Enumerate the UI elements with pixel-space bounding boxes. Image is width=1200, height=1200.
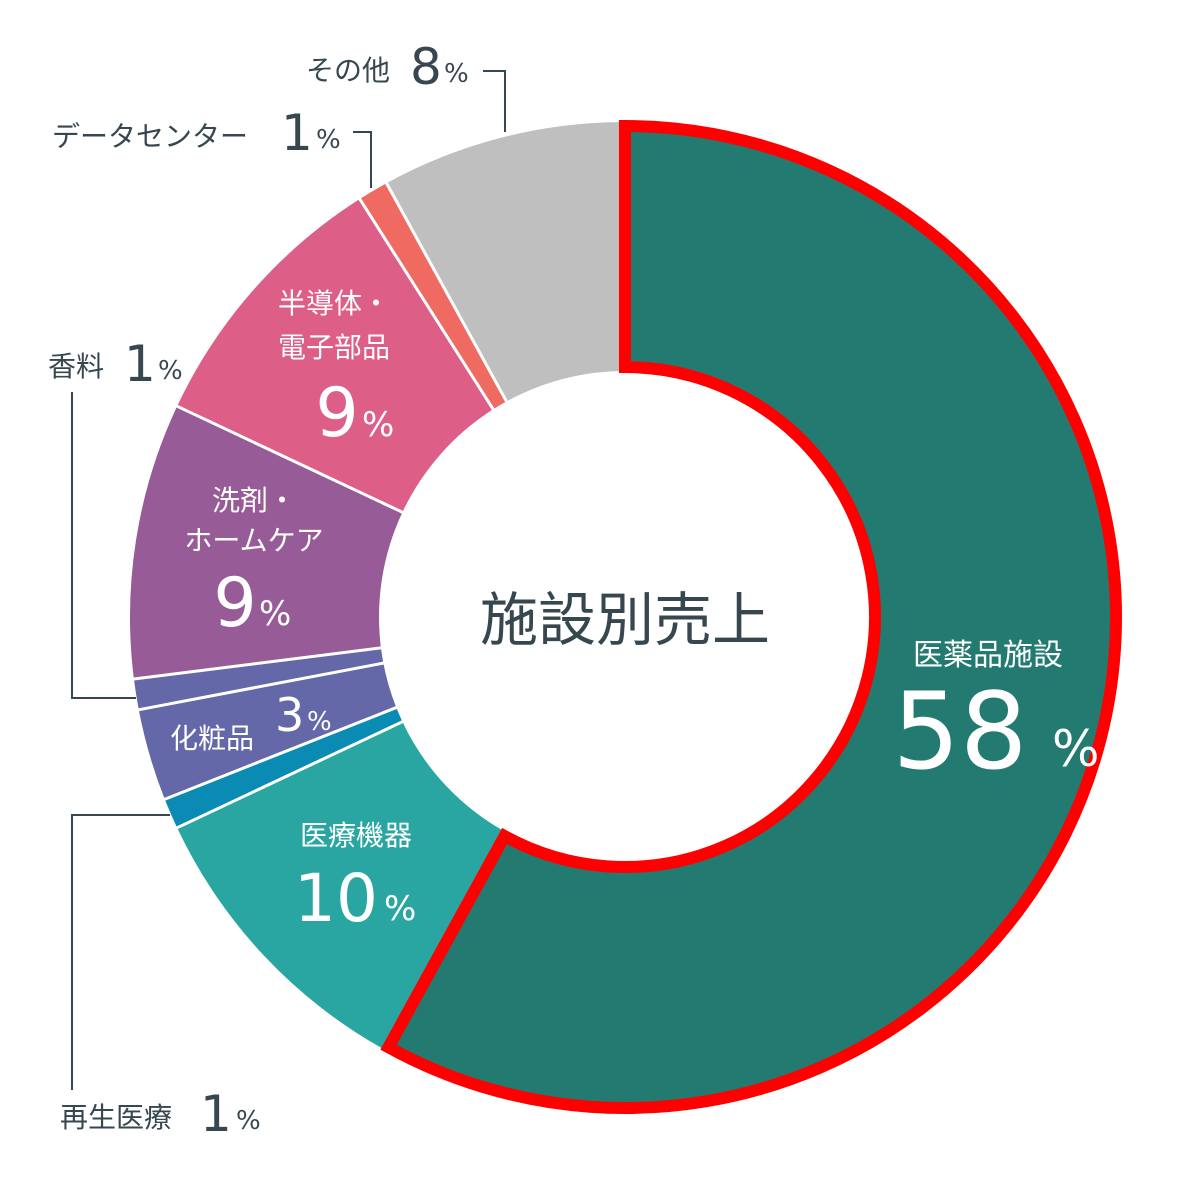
label-other-name: その他 [306,54,390,87]
semi-pct: % [362,405,394,445]
label-fragrance-name: 香料 [48,350,104,383]
highlight-outline [380,119,1122,1114]
slice-8 [386,122,625,402]
fragrance-pct: % [158,356,183,386]
label-regen-name: 再生医療 [60,1101,172,1134]
label-pharma-name: 医薬品施設 [913,638,1063,673]
leader-regen [71,814,170,1090]
center-title: 施設別売上 [480,586,770,654]
detergent-pct: % [259,594,291,634]
label-cosmetics-name: 化粧品 [170,722,254,755]
label-detergent-value: 9 [213,564,256,643]
label-medical-name: 医療機器 [300,819,412,852]
label-other-value: 8 [410,38,442,96]
other-pct: % [444,59,469,89]
medical-pct: % [384,889,416,929]
slice-1 [177,721,507,1051]
slice-4 [133,647,384,710]
slice-separator [163,705,398,801]
label-pharma-value: 58 [893,670,1028,793]
label-datacenter-name: データセンター [52,120,248,153]
label-semi-name1: 半導体・ [278,287,390,320]
label-detergent-name2: ホームケア [184,524,323,557]
slice-7 [359,183,507,410]
regen-pct: % [236,1106,261,1136]
label-semi-value: 9 [315,374,358,453]
slice-6 [177,199,494,513]
label-detergent-name1: 洗剤・ [212,484,296,517]
label-semi-name2: 電子部品 [278,331,390,364]
leader-fragrance [71,392,136,699]
leader-other [483,70,506,132]
slice-5 [129,406,403,680]
datacenter-pct: % [316,125,341,155]
slice-separator [175,719,404,830]
slice-separator [175,404,404,515]
label-fragrance-value: 1 [124,335,156,393]
pharma-pct: % [1052,720,1100,778]
label-regen-value: 1 [200,1085,232,1143]
slice-separator [137,661,385,712]
slice-3 [138,663,397,800]
slice-separator [132,646,383,681]
label-medical-value: 10 [294,860,378,937]
slice-separator [384,181,509,404]
label-cosmetics-value: 3 [275,688,304,742]
leader-datacenter [353,131,372,188]
slice-separator [357,197,495,411]
pharma-number: 58 [893,670,1028,793]
label-datacenter-value: 1 [281,104,313,162]
slice-2 [164,707,403,828]
cosmetics-pct: % [307,707,332,737]
